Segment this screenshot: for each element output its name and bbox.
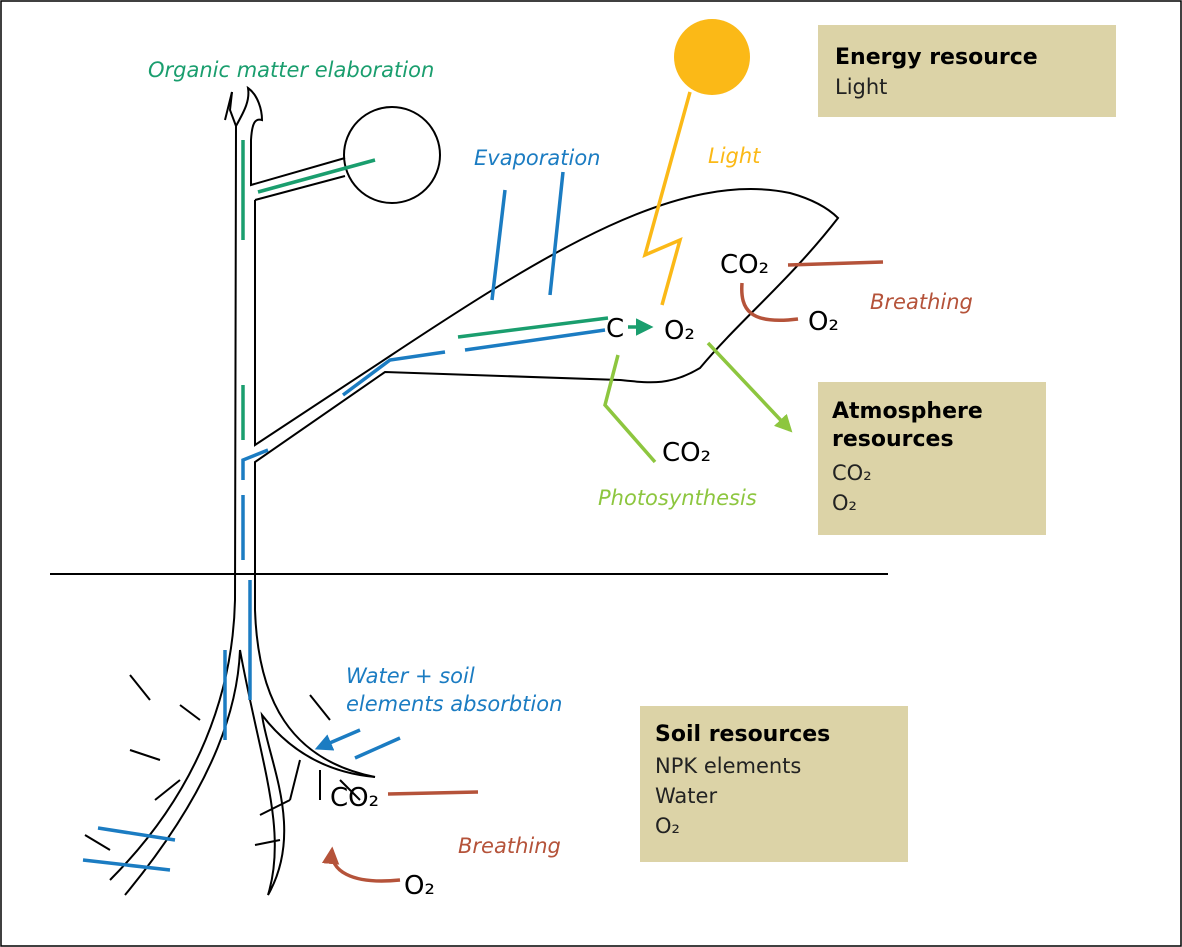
- label: Photosynthesis: [598, 486, 757, 510]
- svg-text:O₂: O₂: [655, 814, 680, 838]
- resource-box: Soil resources NPK elements Water O₂: [640, 706, 908, 862]
- svg-text:Energy resource: Energy resource: [835, 45, 1038, 70]
- resource-box: Energy resource Light: [818, 25, 1116, 117]
- svg-text:resources: resources: [832, 427, 954, 452]
- molecule: CO₂: [720, 250, 769, 280]
- label: Light: [708, 144, 761, 168]
- svg-text:Soil resources: Soil resources: [655, 722, 830, 747]
- svg-text:Atmosphere: Atmosphere: [832, 399, 983, 424]
- molecule: CO₂: [330, 783, 379, 813]
- label: Breathing: [458, 834, 561, 858]
- label: Water + soil elements absorbtion: [346, 664, 562, 716]
- svg-text:O₂: O₂: [832, 491, 857, 515]
- svg-text:CO₂: CO₂: [832, 461, 872, 485]
- label: Organic matter elaboration: [148, 58, 434, 82]
- svg-text:Water: Water: [655, 784, 717, 808]
- resource-box: Atmosphere resources CO₂ O₂: [818, 382, 1046, 535]
- molecule: CO₂: [662, 438, 711, 468]
- molecule: O₂: [404, 871, 435, 901]
- label: Evaporation: [474, 146, 600, 170]
- sun: [674, 19, 750, 95]
- molecule: O₂: [808, 307, 839, 337]
- molecule: O₂: [664, 316, 695, 346]
- label: Breathing: [870, 290, 973, 314]
- svg-text:NPK elements: NPK elements: [655, 754, 801, 778]
- arrows: [82, 91, 884, 883]
- svg-text:Light: Light: [835, 75, 887, 99]
- molecule: C: [606, 314, 624, 344]
